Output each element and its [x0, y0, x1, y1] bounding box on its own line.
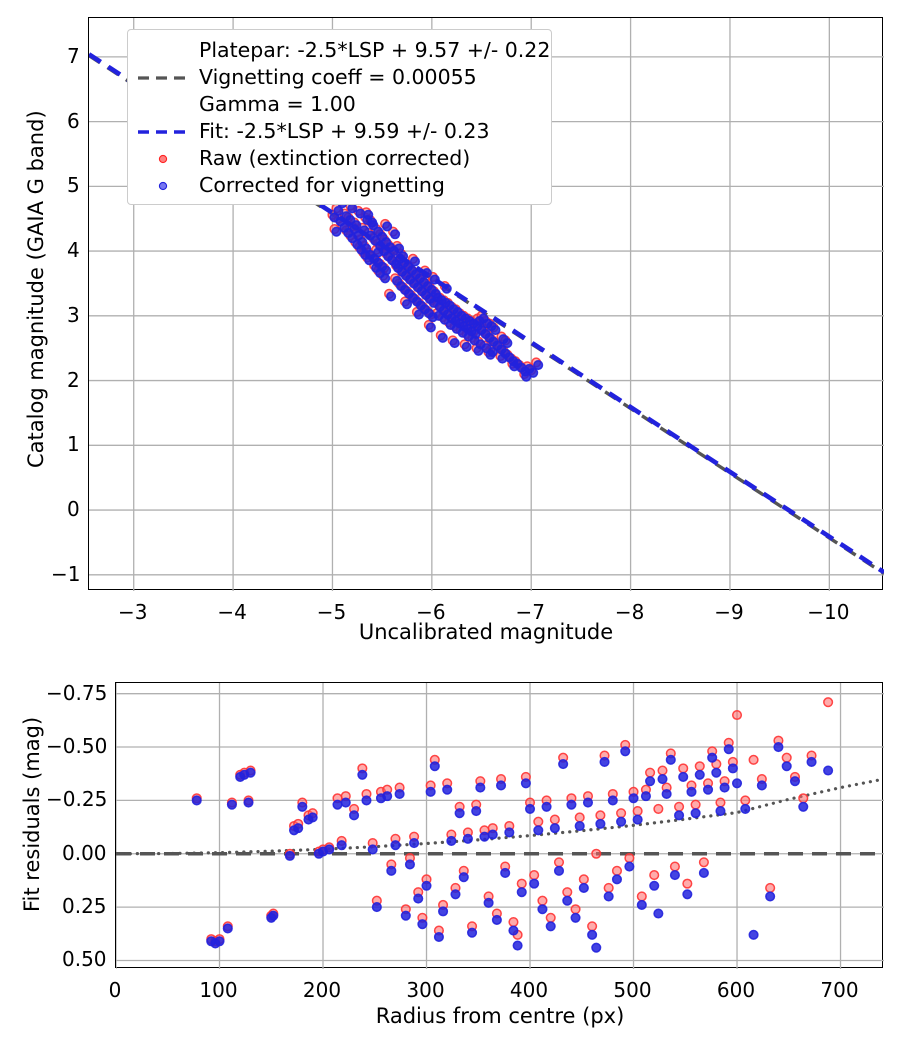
x-tick-label: −10	[807, 600, 850, 624]
dot-blue-icon	[137, 176, 189, 196]
series-open-circle	[191, 697, 834, 947]
dashed-line-gray-icon	[137, 68, 189, 88]
x-tick-label: 600	[716, 978, 756, 1002]
x-tick-label: −7	[515, 600, 545, 624]
bottom-y-axis-label: Fit residuals (mag)	[20, 716, 44, 912]
y-tick-label: 2	[67, 367, 80, 392]
legend: Platepar: -2.5*LSP + 9.57 +/- 0.22 Vigne…	[127, 29, 552, 205]
top-y-axis-label: Catalog magnitude (GAIA G band)	[24, 110, 48, 468]
x-tick-label: −5	[316, 600, 347, 624]
legend-item: Vignetting coeff = 0.00055	[137, 64, 541, 91]
y-tick-label: 0	[67, 497, 80, 522]
y-tick-label: 3	[67, 302, 80, 327]
legend-item: Fit: -2.5*LSP + 9.59 +/- 0.23	[137, 118, 541, 145]
y-tick-label: −1	[51, 561, 81, 586]
legend-item: Platepar: -2.5*LSP + 9.57 +/- 0.22	[137, 37, 550, 64]
y-tick-label: −0.75	[46, 680, 108, 705]
legend-handle-none	[137, 41, 189, 61]
legend-label: Platepar: -2.5*LSP + 9.57 +/- 0.22	[199, 38, 551, 63]
fit-residuals-plot	[115, 682, 884, 969]
y-tick-label: 6	[67, 108, 80, 133]
legend-label: Vignetting coeff = 0.00055	[199, 65, 477, 90]
legend-label: Fit: -2.5*LSP + 9.59 +/- 0.23	[199, 119, 490, 144]
y-tick-label: −0.50	[46, 734, 108, 759]
y-tick-label: 1	[67, 432, 80, 457]
x-tick-label: 500	[613, 978, 652, 1002]
y-tick-label: 0.00	[62, 840, 107, 865]
series-filled-circle	[329, 198, 544, 382]
x-tick-label: 0	[108, 978, 122, 1002]
y-tick-label: 4	[67, 238, 80, 263]
legend-item: Raw (extinction corrected)	[137, 145, 541, 172]
x-tick-label: −4	[217, 600, 247, 624]
y-tick-label: −0.25	[46, 787, 108, 812]
legend-label: Corrected for vignetting	[199, 173, 445, 198]
x-tick-label: −8	[614, 600, 645, 624]
bottom-x-axis-label: Radius from centre (px)	[375, 1004, 625, 1028]
x-tick-label: 100	[199, 978, 238, 1002]
legend-item: Corrected for vignetting	[137, 172, 541, 199]
dot-red-icon	[137, 149, 189, 169]
x-tick-label: −9	[714, 600, 744, 624]
y-tick-label: 5	[67, 173, 80, 198]
y-tick-label: 7	[67, 43, 80, 68]
fit-residuals-canvas	[116, 683, 884, 969]
x-tick-label: −6	[416, 600, 446, 624]
legend-label: Raw (extinction corrected)	[199, 146, 471, 171]
x-tick-label: 300	[406, 978, 445, 1002]
x-tick-label: 200	[302, 978, 342, 1002]
series-filled-circle	[191, 741, 834, 953]
legend-item: Gamma = 1.00	[137, 91, 541, 118]
legend-label: Gamma = 1.00	[199, 92, 356, 117]
top-x-axis-label: Uncalibrated magnitude	[358, 620, 614, 644]
y-tick-label: 0.50	[62, 947, 107, 972]
photometric-calibration-canvas	[89, 18, 884, 591]
y-tick-label: 0.25	[62, 894, 107, 919]
legend-handle-none	[137, 95, 189, 115]
x-tick-label: 700	[820, 978, 859, 1002]
dashed-line-blue-icon	[137, 122, 189, 142]
x-tick-label: −3	[117, 600, 148, 624]
x-tick-label: 400	[509, 978, 549, 1002]
